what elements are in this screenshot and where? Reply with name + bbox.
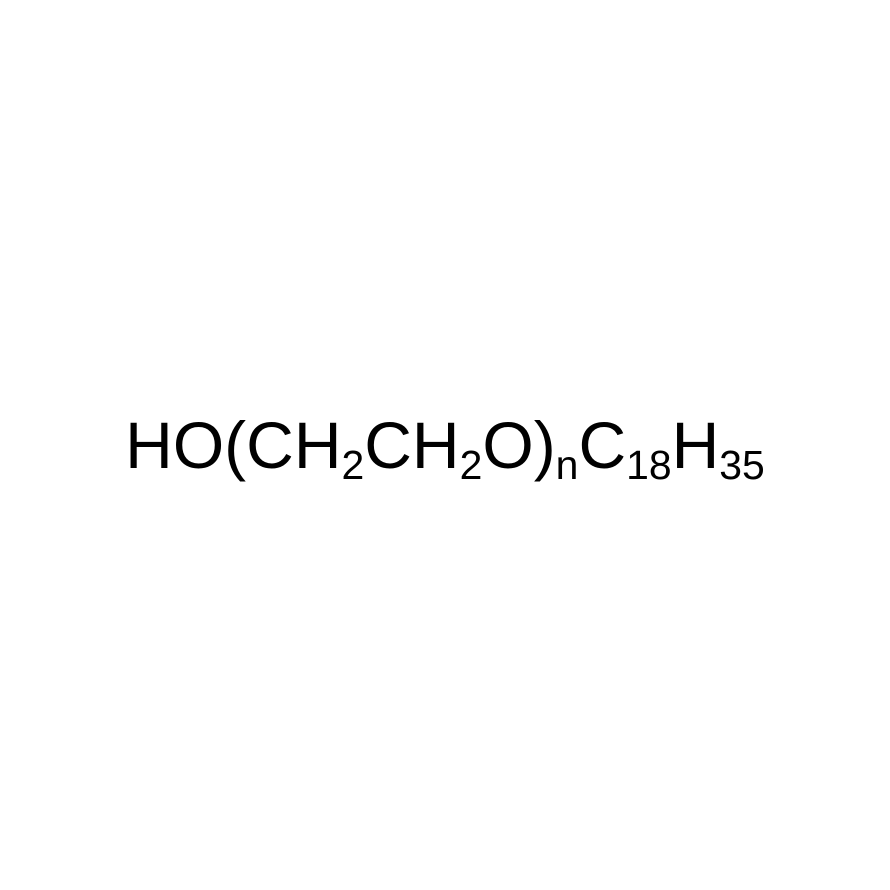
formula-seg-2: CH: [364, 412, 459, 478]
formula-sub-0: 2: [341, 442, 364, 488]
formula-seg-6: C: [578, 412, 626, 478]
formula-sub-4: n: [556, 442, 579, 488]
formula-sub-6: 18: [626, 442, 672, 488]
formula-sub-8: 35: [719, 442, 765, 488]
formula-seg-4: O): [482, 412, 555, 478]
formula-seg-0: HO(CH: [125, 412, 341, 478]
formula-sub-2: 2: [460, 442, 483, 488]
chemical-formula: HO(CH2CH2O)nC18H35: [125, 412, 765, 478]
formula-seg-8: H: [672, 412, 720, 478]
formula-canvas: HO(CH2CH2O)nC18H35: [0, 0, 890, 890]
